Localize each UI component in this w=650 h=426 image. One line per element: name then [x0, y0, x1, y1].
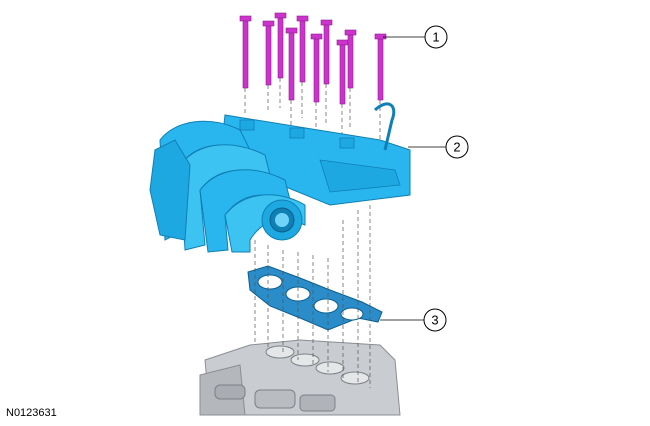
callout-number: 2 [453, 140, 460, 155]
bolts [239, 12, 387, 105]
intake-manifold [149, 102, 411, 253]
callout-2: 2 [408, 135, 469, 159]
callout-number: 1 [432, 30, 439, 45]
callout-1: 1 [383, 25, 448, 49]
figure-id-label: N0123631 [6, 407, 57, 419]
callout-number: 3 [431, 313, 438, 328]
engine-block [199, 339, 401, 416]
callout-3: 3 [380, 308, 447, 332]
